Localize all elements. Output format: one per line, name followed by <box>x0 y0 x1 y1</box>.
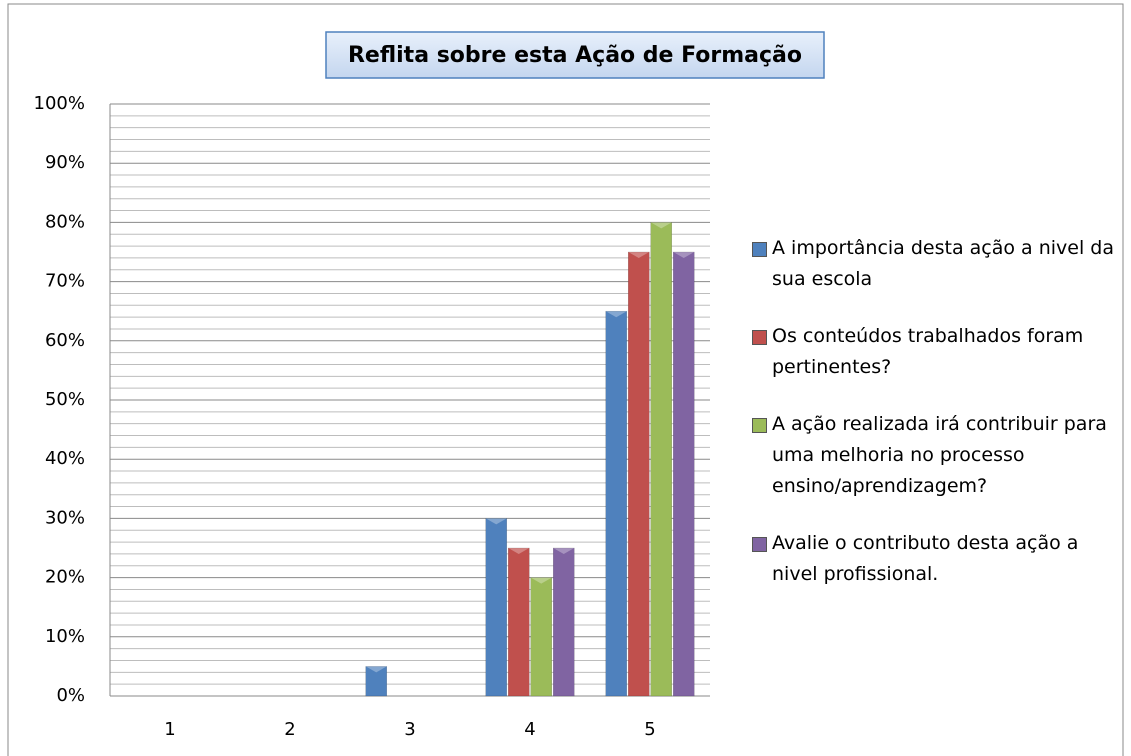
y-tick-label: 30% <box>45 507 85 528</box>
y-tick-label: 90% <box>45 152 85 173</box>
frame <box>7 3 1124 756</box>
x-tick-label: 5 <box>644 719 655 740</box>
bar-cap <box>508 548 530 554</box>
legend-label: Avalie o contributo desta ação a nivel p… <box>772 532 1079 585</box>
title-box <box>325 31 825 79</box>
bar <box>508 547 530 697</box>
bar <box>628 251 650 697</box>
y-tick-label: 60% <box>45 330 85 351</box>
y-tick-label: 20% <box>45 567 85 588</box>
legend-label: Os conteúdos trabalhados foram pertinent… <box>772 325 1084 378</box>
bar-cap <box>485 518 507 525</box>
bar-cap <box>650 222 672 229</box>
bar <box>485 518 507 697</box>
x-tick-label: 2 <box>284 719 295 740</box>
bar <box>553 547 575 697</box>
y-tick-label: 70% <box>45 271 85 292</box>
y-tick-label: 100% <box>34 93 85 114</box>
legend: A importância desta ação a nivel da sua … <box>752 233 1122 616</box>
bar-cap <box>673 252 695 258</box>
legend-item: A ação realizada irá contribuir para uma… <box>752 409 1122 502</box>
legend-swatch <box>752 330 767 345</box>
legend-label: A importância desta ação a nivel da sua … <box>772 237 1114 290</box>
y-tick-label: 40% <box>45 448 85 469</box>
y-tick-label: 50% <box>45 389 85 410</box>
x-tick-label: 1 <box>164 719 175 740</box>
legend-item: Os conteúdos trabalhados foram pertinent… <box>752 321 1122 383</box>
bar <box>673 251 695 697</box>
bar-cap <box>628 252 650 258</box>
legend-label: A ação realizada irá contribuir para uma… <box>772 413 1107 497</box>
x-tick-label: 4 <box>524 719 535 740</box>
bar-cap <box>605 311 627 318</box>
bar <box>650 222 672 697</box>
bar <box>530 577 552 697</box>
y-tick-label: 0% <box>56 685 85 706</box>
x-tick-label: 3 <box>404 719 415 740</box>
bar <box>605 310 627 697</box>
bar-cap <box>530 577 552 584</box>
legend-swatch <box>752 242 767 257</box>
y-tick-label: 10% <box>45 626 85 647</box>
legend-swatch <box>752 418 767 433</box>
legend-swatch <box>752 537 767 552</box>
bar-cap <box>365 666 387 673</box>
bar-cap <box>553 548 575 554</box>
bar <box>365 666 387 697</box>
chart-title: Reflita sobre esta Ação de Formação <box>348 43 802 68</box>
y-tick-label: 80% <box>45 211 85 232</box>
legend-item: A importância desta ação a nivel da sua … <box>752 233 1122 295</box>
legend-item: Avalie o contributo desta ação a nivel p… <box>752 528 1122 590</box>
